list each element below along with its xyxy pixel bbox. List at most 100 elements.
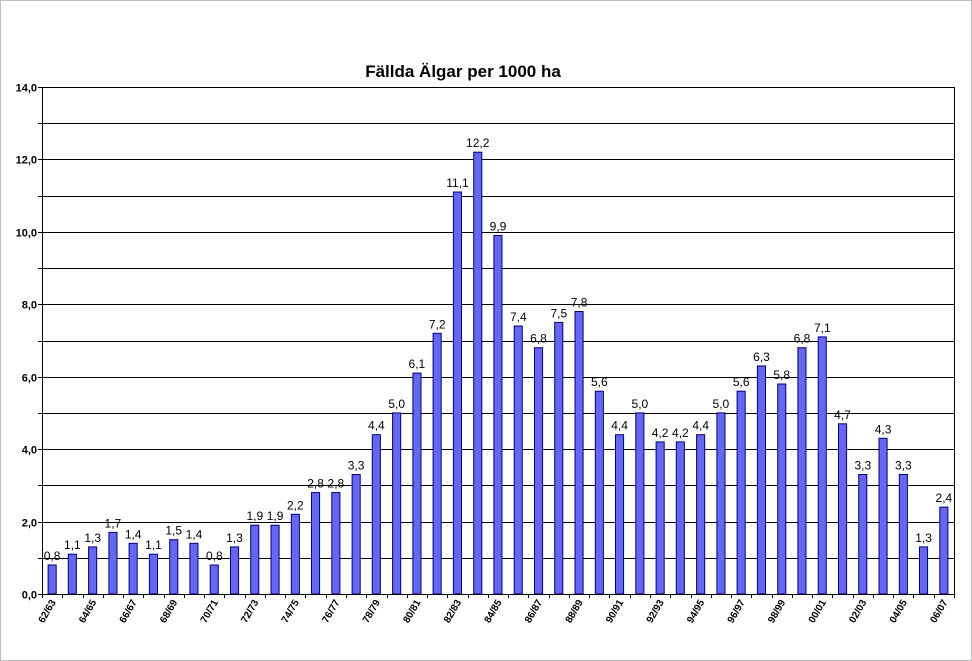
chart-title: Fällda Älgar per 1000 ha: [365, 62, 561, 81]
x-tick-label: 04/05: [888, 598, 910, 626]
bar: [797, 347, 807, 595]
bar: [88, 546, 98, 595]
bar: [47, 564, 57, 595]
data-label: 4,4: [368, 419, 385, 433]
data-label: 4,4: [611, 419, 628, 433]
x-tick-label: 72/73: [239, 598, 261, 626]
y-tick-label: 0,0: [22, 590, 37, 602]
y-tick-label: 10,0: [16, 228, 37, 240]
data-label: 5,6: [591, 375, 608, 389]
data-label: 0,8: [206, 549, 223, 563]
bar: [655, 441, 665, 595]
data-label: 11,1: [446, 176, 469, 190]
bar: [594, 390, 604, 595]
bar: [67, 553, 77, 595]
data-label: 3,3: [348, 459, 365, 473]
bar: [250, 524, 260, 595]
bar: [452, 191, 462, 595]
bar: [473, 151, 483, 595]
bar: [574, 311, 584, 595]
data-label: 4,2: [672, 426, 689, 440]
data-label: 2,8: [307, 477, 324, 491]
bar: [716, 412, 726, 595]
bar: [939, 506, 949, 595]
data-label: 7,2: [429, 317, 446, 331]
x-tick-label: 94/95: [685, 598, 707, 626]
data-label: 5,8: [773, 368, 790, 382]
bar: [858, 474, 868, 595]
data-label: 1,9: [246, 509, 263, 523]
data-label: 1,1: [145, 538, 162, 552]
x-tick-label: 86/87: [523, 598, 545, 626]
bar: [412, 372, 422, 595]
bars: [47, 151, 949, 595]
data-label: 3,3: [895, 459, 912, 473]
bar: [209, 564, 219, 595]
data-label: 4,2: [652, 426, 669, 440]
data-label: 7,4: [510, 310, 527, 324]
x-tick-label: 78/79: [361, 598, 383, 626]
bar: [756, 365, 767, 595]
bar: [635, 412, 645, 595]
bar: [493, 235, 503, 595]
bar: [554, 321, 564, 595]
bar: [777, 383, 787, 595]
bar: [736, 390, 746, 595]
x-tick-label: 88/89: [564, 598, 586, 626]
x-tick-label: 62/63: [37, 598, 59, 626]
x-tick-label: 80/81: [401, 598, 423, 626]
data-label: 1,3: [915, 531, 932, 545]
data-label: 4,3: [875, 422, 892, 436]
bar: [898, 474, 908, 595]
data-label: 4,7: [834, 408, 851, 422]
data-labels: 0,81,11,31,71,41,11,5 1,40,81,31,9 1,92,22…: [44, 136, 953, 563]
x-tick-label: 64/65: [77, 598, 99, 626]
data-label: 7,5: [550, 306, 567, 320]
data-label: 1,4: [186, 527, 203, 541]
data-label: 4,4: [692, 419, 709, 433]
data-label: 5,0: [388, 397, 405, 411]
y-axis-ticks: 0,0 2,0 4,0 6,0 8,0 10,0 12,0 14,0: [16, 83, 37, 602]
bar: [513, 325, 523, 595]
bar: [371, 434, 381, 595]
bar: [432, 332, 442, 595]
data-label: 1,3: [226, 531, 243, 545]
bar: [230, 546, 240, 595]
bar: [128, 542, 138, 595]
data-label: 5,0: [632, 397, 649, 411]
data-label: 12,2: [466, 136, 490, 150]
x-tick-label: 96/97: [726, 598, 748, 626]
data-label: 6,8: [794, 332, 811, 346]
x-tick-label: 74/75: [280, 598, 302, 626]
bar: [615, 434, 625, 595]
bar: [696, 434, 706, 595]
data-label: 5,6: [733, 375, 750, 389]
bar: [148, 553, 158, 595]
data-label: 6,3: [753, 350, 770, 364]
bar: [189, 542, 199, 595]
data-label: 2,2: [287, 498, 304, 512]
data-label: 1,1: [64, 538, 81, 552]
y-tick-label: 6,0: [22, 373, 37, 385]
data-label: 1,4: [125, 527, 142, 541]
x-tick-label: 98/99: [766, 598, 788, 626]
data-label: 7,8: [571, 296, 588, 310]
data-label: 0,8: [44, 549, 61, 563]
data-label: 1,9: [267, 509, 284, 523]
x-tick-label: 76/77: [320, 598, 342, 626]
bar: [351, 474, 361, 595]
bar: [392, 412, 402, 595]
x-axis-ticks: 62/63 64/65 66/67 68/69 70/71 72/73 74/75 76/77…: [37, 598, 951, 626]
bar: [311, 492, 321, 595]
axes: [38, 87, 955, 598]
bar: [169, 539, 179, 595]
y-tick-label: 2,0: [22, 518, 37, 530]
data-label: 6,8: [530, 332, 547, 346]
data-label: 5,0: [713, 397, 730, 411]
bar: [817, 336, 827, 595]
data-label: 1,5: [165, 524, 182, 538]
data-label: 7,1: [814, 321, 831, 335]
bar: [270, 524, 280, 595]
bar: [919, 546, 929, 595]
